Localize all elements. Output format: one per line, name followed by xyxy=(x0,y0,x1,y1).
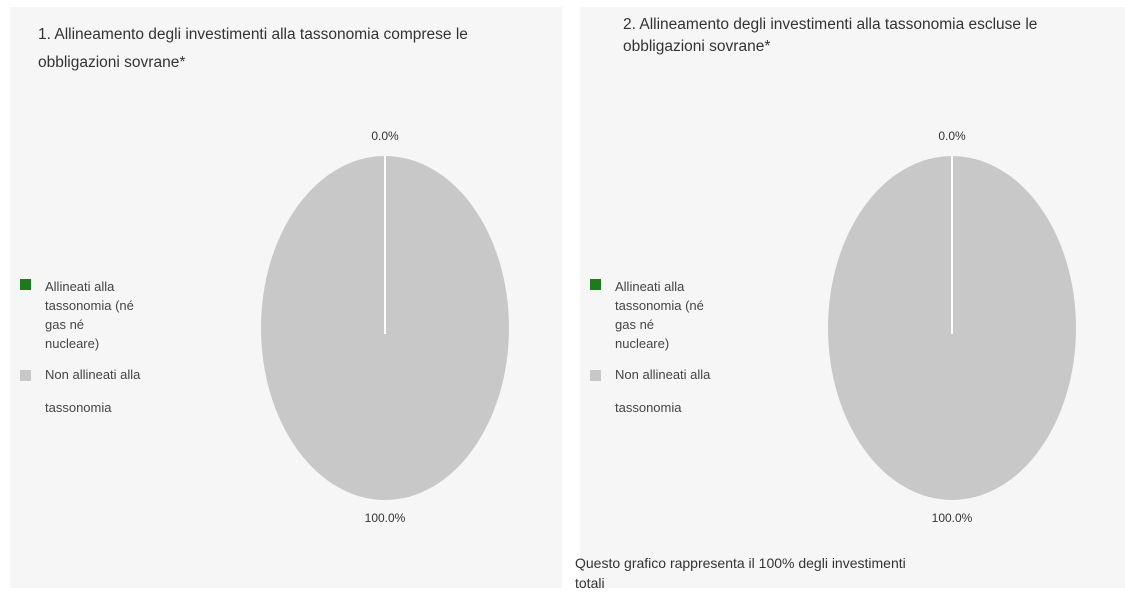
data-label-non-aligned: 100.0% xyxy=(365,511,406,525)
legend-label-aligned: Allineati alla tassonomia (né gas né nuc… xyxy=(45,279,134,351)
legend-item-aligned: Allineati alla tassonomia (né gas né nuc… xyxy=(20,277,170,353)
legend-item-non-aligned: Non allineati alla tassonomia xyxy=(590,358,740,424)
legend-swatch-aligned xyxy=(20,279,31,290)
legend-item-aligned: Allineati alla tassonomia (né gas né nuc… xyxy=(590,277,740,353)
data-label-non-aligned: 100.0% xyxy=(932,511,973,525)
legend-label-non-aligned: Non allineati alla tassonomia xyxy=(45,367,141,415)
legend-item-non-aligned: Non allineati alla tassonomia xyxy=(20,358,170,424)
legend-swatch-non-aligned xyxy=(20,370,31,381)
data-label-aligned: 0.0% xyxy=(938,129,966,143)
chart-legend: Allineati alla tassonomia (né gas né nuc… xyxy=(590,277,740,424)
legend-label-non-aligned: Non allineati alla tassonomia xyxy=(615,367,711,415)
data-label-aligned: 0.0% xyxy=(371,129,399,143)
chart-title: 1. Allineamento degli investimenti alla … xyxy=(38,26,468,71)
legend-swatch-aligned xyxy=(590,279,601,290)
legend-label-aligned: Allineati alla tassonomia (né gas né nuc… xyxy=(615,279,704,351)
pie-chart: 0.0% 100.0% xyxy=(261,129,509,525)
chart-legend: Allineati alla tassonomia (né gas né nuc… xyxy=(20,277,170,424)
pie-chart: 0.0% 100.0% xyxy=(828,129,1076,525)
chart-panel-2: 2. Allineamento degli investimenti alla … xyxy=(580,7,1125,588)
chart-title: 2. Allineamento degli investimenti alla … xyxy=(623,16,1038,55)
chart-footnote: Questo grafico rappresenta il 100% degli… xyxy=(575,555,906,591)
legend-swatch-non-aligned xyxy=(590,370,601,381)
chart-panel-1: 1. Allineamento degli investimenti alla … xyxy=(10,7,562,588)
